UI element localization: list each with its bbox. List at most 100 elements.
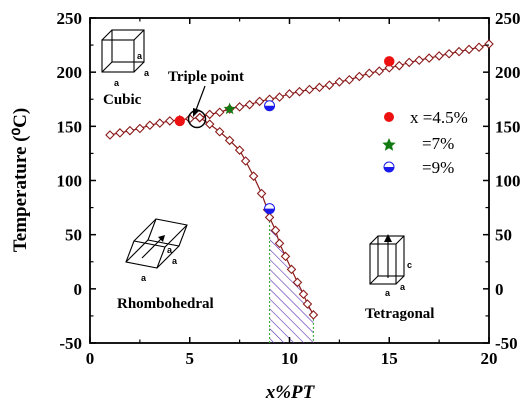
- diamond-marker: [155, 118, 165, 128]
- star-point-marker: [223, 102, 236, 115]
- hatch-fill: [269, 217, 314, 343]
- legend-marker-4-5-percent: [384, 112, 394, 122]
- tetragonal-a-label-2: a: [400, 282, 406, 292]
- rhombohedral-arrowhead: [158, 235, 165, 242]
- data-markers: [105, 39, 494, 320]
- phase-boundaries: [109, 43, 490, 316]
- diamond-marker: [354, 71, 365, 82]
- diamond-marker: [280, 251, 291, 262]
- cubic-a-label-3: a: [114, 78, 120, 88]
- cubic-a-label-2: a: [144, 68, 150, 78]
- diamond-marker: [135, 123, 145, 134]
- y-tick-label-right: 250: [495, 9, 521, 28]
- rhombohedral-cell-icon: [125, 218, 188, 269]
- tetragonal-c-label: c: [407, 260, 412, 270]
- diamond-marker: [274, 92, 285, 102]
- diamond-marker: [374, 66, 385, 76]
- legend: x =4.5% =7% =9%: [382, 108, 468, 177]
- axis-ticks: 0 5 10 15 20-50050100150200250-5005010015020…: [57, 9, 521, 368]
- rhombohedral-label: Rhombohedral: [117, 296, 214, 312]
- y-tick-label: 250: [57, 9, 83, 28]
- y-tick-label-right: 100: [495, 172, 521, 191]
- triple-point-label: Triple point: [168, 69, 244, 85]
- x-tick-label: 10: [281, 349, 298, 368]
- diamond-marker: [145, 120, 155, 131]
- diamond-marker: [214, 107, 225, 118]
- diamond-marker: [434, 51, 444, 61]
- y-tick-label: 150: [57, 117, 83, 136]
- diamond-marker: [414, 55, 424, 66]
- diamond-marker: [234, 102, 245, 112]
- diamond-marker: [292, 277, 303, 288]
- triple-point-arrow: [195, 85, 206, 111]
- diamond-marker: [270, 225, 281, 236]
- rhombohedral-a-label-1: a: [167, 245, 173, 255]
- cubic-cell-icon: [101, 29, 145, 73]
- diamond-marker: [234, 145, 245, 155]
- diamond-marker: [324, 80, 335, 90]
- tetragonal-a-label-1: a: [385, 288, 391, 298]
- tetragonal-arrowhead: [384, 234, 392, 242]
- diamond-marker: [454, 46, 464, 57]
- half-circle-marker: [264, 203, 276, 215]
- y-tick-label-right: -50: [495, 334, 518, 353]
- y-tick-label-right: 0: [495, 280, 504, 299]
- diamond-marker: [334, 77, 345, 87]
- legend-label-9-percent: =9%: [422, 158, 454, 177]
- boundary-line-0: [109, 117, 200, 136]
- diamond-marker: [344, 74, 355, 85]
- diamond-marker: [248, 171, 259, 181]
- diamond-marker: [464, 44, 474, 55]
- red-point-marker: [174, 115, 185, 127]
- diamond-marker: [394, 60, 405, 71]
- x-axis-title: x%PT: [265, 382, 316, 403]
- y-tick-label-right: 200: [495, 63, 521, 82]
- diamond-marker: [224, 135, 235, 146]
- diamond-marker: [484, 39, 494, 49]
- legend-marker-9-percent: [383, 161, 395, 173]
- tetragonal-label: Tetragonal: [365, 306, 434, 322]
- y-tick-label-right: 50: [495, 226, 512, 245]
- legend-marker-7-percent: [382, 138, 396, 151]
- diamond-marker: [308, 310, 319, 320]
- diamond-marker: [214, 126, 225, 137]
- diamond-marker: [244, 99, 255, 110]
- diamond-marker: [274, 238, 285, 249]
- y-tick-label: 50: [65, 226, 82, 245]
- diamond-marker: [474, 42, 484, 53]
- diamond-marker: [254, 96, 265, 107]
- diamond-marker: [256, 188, 267, 199]
- triple-point-circle: [187, 109, 207, 129]
- diamond-marker: [314, 82, 325, 93]
- diamond-marker: [284, 89, 295, 99]
- red-point-marker: [384, 56, 395, 67]
- diamond-marker: [264, 212, 275, 223]
- diamond-marker: [364, 68, 375, 79]
- diamond-marker: [204, 109, 215, 120]
- diamond-marker: [204, 119, 215, 129]
- diamond-marker: [294, 86, 305, 97]
- diamond-marker: [302, 299, 313, 309]
- diamond-marker: [165, 116, 175, 126]
- diamond-marker: [298, 289, 309, 300]
- y-tick-label: 0: [74, 280, 83, 299]
- x-tick-label: 0: [86, 349, 95, 368]
- diamond-marker: [304, 84, 315, 95]
- legend-label-7-percent: =7%: [422, 134, 454, 153]
- diamond-marker: [286, 264, 297, 275]
- x-tick-label: 5: [186, 349, 195, 368]
- diamond-marker: [444, 48, 454, 59]
- half-circle-marker: [264, 100, 276, 112]
- diamond-marker: [194, 112, 205, 123]
- diamond-marker: [404, 57, 414, 68]
- cubic-a-label-1: a: [137, 51, 143, 61]
- y-axis-title: Temperature (⁰C): [10, 108, 31, 252]
- rhombohedral-a-label-2: a: [172, 256, 178, 266]
- diamond-marker: [115, 128, 125, 138]
- y-tick-label: 100: [57, 172, 83, 191]
- rhombohedral-a-label-3: a: [141, 273, 147, 283]
- tetragonal-cell-icon: [369, 235, 405, 285]
- x-tick-label: 20: [481, 349, 498, 368]
- x-tick-label: 15: [381, 349, 398, 368]
